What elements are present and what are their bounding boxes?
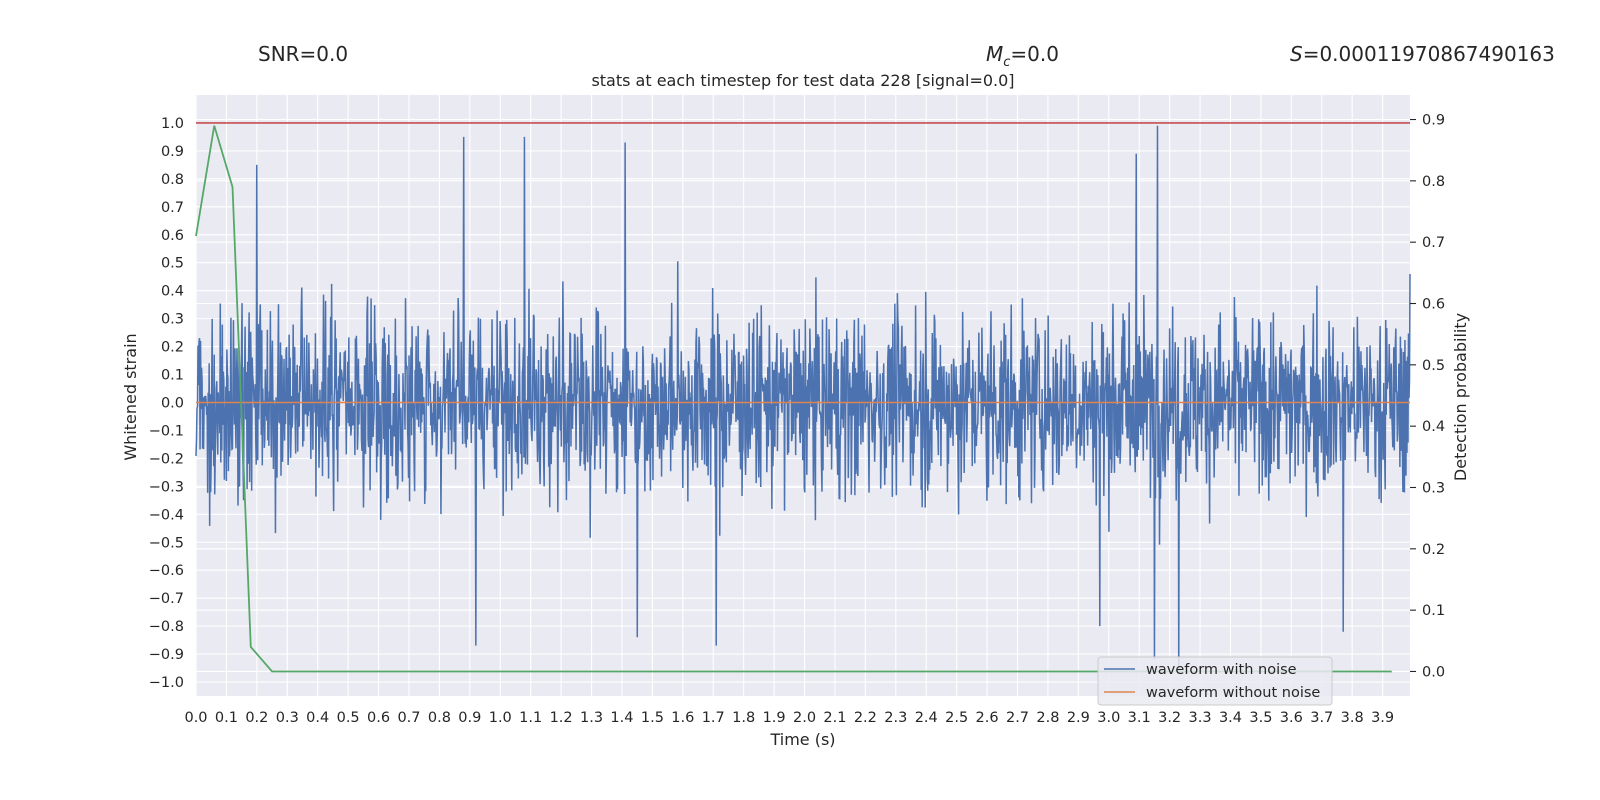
x-tick-label: 1.4 bbox=[610, 710, 633, 726]
x-axis-label: Time (s) bbox=[769, 730, 835, 749]
y-tick-label: −0.2 bbox=[149, 451, 184, 467]
y-tick-label: 0.6 bbox=[161, 228, 184, 244]
x-tick-label: 1.0 bbox=[489, 710, 512, 726]
y-tick-label: −0.4 bbox=[149, 507, 184, 523]
ticks-layer: 0.0 0.1 0.2 0.3 0.4 0.5 0.6 0.7 0.8 0.9 1.0 1.1 1.2 1… bbox=[149, 113, 1445, 726]
x-tick-label: 1.8 bbox=[732, 710, 755, 726]
x-tick-label: 1.3 bbox=[580, 710, 603, 726]
x-tick-label: 2.8 bbox=[1036, 710, 1059, 726]
y-tick-label: −0.1 bbox=[149, 423, 184, 439]
y-tick-label: 1.0 bbox=[161, 116, 184, 132]
y-tick-label: −0.6 bbox=[149, 563, 184, 579]
y2-tick-label: 0.7 bbox=[1422, 235, 1445, 251]
x-tick-label: 2.9 bbox=[1067, 710, 1090, 726]
y-tick-label: −1.0 bbox=[149, 675, 184, 691]
y2-axis-label: Detection probability bbox=[1451, 313, 1470, 481]
x-tick-label: 1.7 bbox=[702, 710, 725, 726]
x-tick-label: 3.6 bbox=[1280, 710, 1303, 726]
y-tick-label: 0.3 bbox=[161, 312, 184, 328]
x-tick-label: 0.5 bbox=[337, 710, 360, 726]
legend-box bbox=[1097, 656, 1333, 706]
y-tick-label: −0.3 bbox=[149, 479, 184, 495]
s-symbol: S bbox=[1290, 42, 1303, 66]
y2-tick-label: 0.5 bbox=[1422, 358, 1445, 374]
y2-tick-label: 0.9 bbox=[1422, 113, 1445, 129]
legend-label-noise: waveform with noise bbox=[1146, 662, 1297, 678]
y-tick-label: −0.8 bbox=[149, 619, 184, 635]
x-tick-label: 2.7 bbox=[1006, 710, 1029, 726]
x-tick-label: 0.7 bbox=[397, 710, 420, 726]
y2-tick-label: 0.6 bbox=[1422, 297, 1445, 313]
x-tick-label: 3.3 bbox=[1189, 710, 1212, 726]
x-tick-label: 0.4 bbox=[306, 710, 329, 726]
x-tick-label: 2.2 bbox=[854, 710, 877, 726]
x-tick-label: 2.4 bbox=[915, 710, 938, 726]
y2-tick-label: 0.3 bbox=[1422, 480, 1445, 496]
legend: waveform with noise waveform without noi… bbox=[1097, 656, 1333, 706]
legend-label-clean: waveform without noise bbox=[1146, 685, 1320, 701]
y-tick-label: 0.2 bbox=[161, 340, 184, 356]
series-layer bbox=[195, 122, 1411, 673]
x-tick-label: 1.1 bbox=[519, 710, 542, 726]
snr-stat: SNR=0.0 bbox=[258, 42, 348, 66]
y-tick-label: 0.4 bbox=[161, 284, 184, 300]
x-tick-label: 2.3 bbox=[884, 710, 907, 726]
x-tick-label: 2.1 bbox=[823, 710, 846, 726]
x-tick-label: 0.2 bbox=[245, 710, 268, 726]
y2-tick-label: 0.2 bbox=[1422, 542, 1445, 558]
y-tick-label: −0.5 bbox=[149, 535, 184, 551]
mc-value: =0.0 bbox=[1010, 42, 1059, 66]
y-tick-label: 0.8 bbox=[161, 172, 184, 188]
x-tick-label: 0.3 bbox=[276, 710, 299, 726]
y2-tick-label: 0.4 bbox=[1422, 419, 1445, 435]
x-tick-label: 3.5 bbox=[1249, 710, 1272, 726]
y-tick-label: −0.9 bbox=[149, 647, 184, 663]
y-tick-label: 0.5 bbox=[161, 256, 184, 272]
s-stat: S=0.00011970867490163 bbox=[1290, 42, 1555, 66]
mc-subscript: c bbox=[1003, 55, 1010, 70]
x-tick-label: 1.5 bbox=[641, 710, 664, 726]
x-tick-label: 0.8 bbox=[428, 710, 451, 726]
y2-tick-label: 0.1 bbox=[1422, 603, 1445, 619]
x-tick-label: 2.0 bbox=[793, 710, 816, 726]
y-tick-label: 0.0 bbox=[161, 395, 184, 411]
x-tick-label: 3.1 bbox=[1128, 710, 1151, 726]
x-tick-label: 3.8 bbox=[1341, 710, 1364, 726]
x-tick-label: 3.0 bbox=[1097, 710, 1120, 726]
y-tick-label: 0.7 bbox=[161, 200, 184, 216]
series-detection-probability bbox=[195, 125, 1392, 673]
x-tick-label: 0.0 bbox=[184, 710, 207, 726]
x-tick-label: 0.1 bbox=[215, 710, 238, 726]
x-tick-label: 2.6 bbox=[976, 710, 999, 726]
x-tick-label: 1.9 bbox=[763, 710, 786, 726]
y2-tick-label: 0.8 bbox=[1422, 174, 1445, 190]
y-tick-label: 0.1 bbox=[161, 368, 184, 384]
chart-title: stats at each timestep for test data 228… bbox=[591, 71, 1014, 90]
x-tick-label: 0.9 bbox=[458, 710, 481, 726]
chirp-mass-stat: Mc=0.0 bbox=[986, 42, 1059, 70]
x-tick-label: 3.9 bbox=[1371, 710, 1394, 726]
x-tick-label: 3.2 bbox=[1158, 710, 1181, 726]
y-axis-label: Whitened strain bbox=[121, 333, 140, 460]
series-waveform-with-noise bbox=[195, 125, 1411, 671]
x-tick-label: 0.6 bbox=[367, 710, 390, 726]
x-tick-label: 1.6 bbox=[671, 710, 694, 726]
mc-symbol: M bbox=[986, 42, 1003, 66]
x-tick-label: 1.2 bbox=[550, 710, 573, 726]
s-value: =0.00011970867490163 bbox=[1303, 42, 1555, 66]
y-tick-label: 0.9 bbox=[161, 144, 184, 160]
y2-tick-label: 0.0 bbox=[1422, 664, 1445, 680]
x-tick-label: 3.7 bbox=[1310, 710, 1333, 726]
x-tick-label: 2.5 bbox=[945, 710, 968, 726]
x-tick-label: 3.4 bbox=[1219, 710, 1242, 726]
y-tick-label: −0.7 bbox=[149, 591, 184, 607]
